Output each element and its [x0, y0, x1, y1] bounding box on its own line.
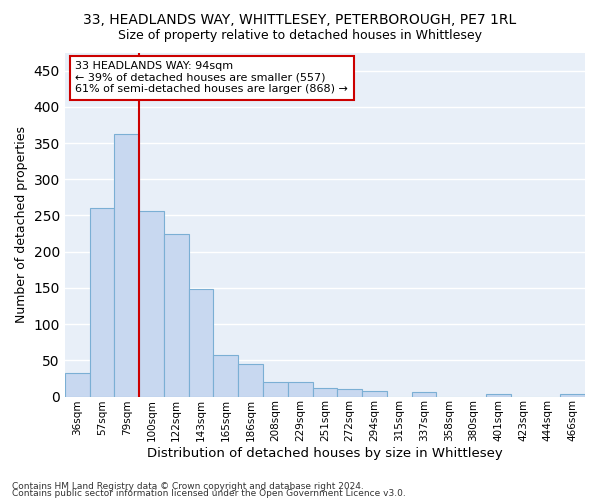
- Text: 33, HEADLANDS WAY, WHITTLESEY, PETERBOROUGH, PE7 1RL: 33, HEADLANDS WAY, WHITTLESEY, PETERBORO…: [83, 12, 517, 26]
- Bar: [115, 134, 139, 396]
- Y-axis label: Number of detached properties: Number of detached properties: [15, 126, 28, 323]
- Bar: [89, 208, 115, 396]
- Text: Contains public sector information licensed under the Open Government Licence v3: Contains public sector information licen…: [12, 490, 406, 498]
- Bar: [238, 364, 263, 396]
- Bar: [263, 382, 288, 396]
- Bar: [214, 356, 238, 397]
- X-axis label: Distribution of detached houses by size in Whittlesey: Distribution of detached houses by size …: [147, 447, 503, 460]
- Text: Size of property relative to detached houses in Whittlesey: Size of property relative to detached ho…: [118, 29, 482, 42]
- Bar: [362, 392, 387, 396]
- Text: 33 HEADLANDS WAY: 94sqm
← 39% of detached houses are smaller (557)
61% of semi-d: 33 HEADLANDS WAY: 94sqm ← 39% of detache…: [75, 61, 348, 94]
- Bar: [188, 290, 214, 397]
- Bar: [412, 392, 436, 396]
- Bar: [313, 388, 337, 396]
- Bar: [164, 234, 188, 396]
- Text: Contains HM Land Registry data © Crown copyright and database right 2024.: Contains HM Land Registry data © Crown c…: [12, 482, 364, 491]
- Bar: [65, 374, 89, 396]
- Bar: [337, 390, 362, 396]
- Bar: [560, 394, 585, 396]
- Bar: [486, 394, 511, 396]
- Bar: [288, 382, 313, 396]
- Bar: [139, 211, 164, 396]
